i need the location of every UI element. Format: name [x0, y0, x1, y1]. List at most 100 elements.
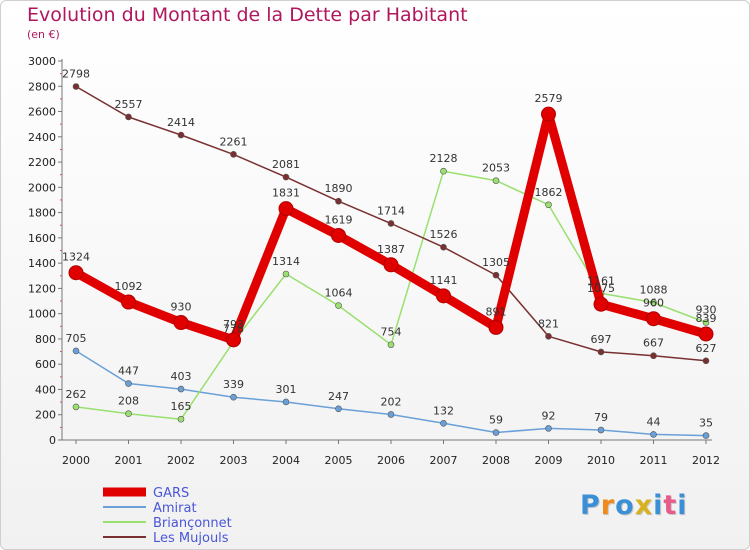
data-point	[121, 294, 136, 310]
data-label: 1890	[325, 182, 353, 195]
data-label: 1714	[377, 204, 405, 217]
data-point	[72, 347, 80, 355]
proxiti-logo: Proxiti	[580, 490, 688, 521]
data-point	[650, 431, 657, 438]
logo-letter: i	[677, 490, 688, 521]
logo-letter: i	[653, 490, 664, 521]
y-tick-label: 1800	[28, 207, 56, 220]
data-point	[335, 405, 342, 413]
data-label: 697	[591, 333, 612, 346]
data-label: 667	[643, 337, 664, 350]
data-point	[331, 227, 346, 243]
x-tick-label: 2004	[272, 454, 300, 467]
chart-subtitle: (en €)	[27, 28, 60, 41]
data-label: 1075	[587, 282, 615, 295]
logo-letter: o	[615, 490, 635, 521]
x-tick-label: 2003	[220, 454, 248, 467]
y-tick-label: 2200	[28, 156, 56, 169]
data-label: 821	[538, 317, 559, 330]
y-tick-label: 1600	[28, 232, 56, 245]
x-tick-label: 2012	[692, 454, 720, 467]
data-point	[702, 432, 710, 439]
data-label: 447	[118, 365, 139, 378]
data-label: 1064	[325, 287, 353, 300]
data-point	[335, 302, 342, 309]
data-label: 1831	[272, 187, 300, 200]
y-tick-label: 2600	[28, 106, 56, 119]
logo-letter: t	[663, 490, 678, 521]
data-point	[383, 257, 399, 273]
data-label: 208	[118, 395, 139, 408]
y-tick-label: 0	[49, 434, 56, 447]
data-point	[436, 288, 451, 304]
data-point	[125, 380, 132, 387]
data-point	[440, 243, 447, 251]
data-label: 2081	[272, 158, 300, 171]
logo-letter: r	[600, 490, 616, 521]
series-line	[75, 350, 707, 437]
x-tick-label: 2006	[377, 454, 405, 467]
legend-item-gars: GARS	[103, 486, 189, 501]
data-label: 1619	[325, 213, 353, 226]
data-point	[72, 403, 80, 411]
data-label: 1092	[115, 280, 143, 293]
chart-title: Evolution du Montant de la Dette par Hab…	[27, 4, 468, 26]
x-tick-label: 2008	[482, 454, 510, 467]
data-label: 403	[171, 370, 192, 383]
series-amirat	[72, 347, 710, 439]
data-label: 202	[381, 395, 402, 408]
data-label: 705	[66, 332, 87, 345]
data-point	[702, 319, 710, 326]
data-label: 891	[486, 305, 507, 318]
data-label: 2557	[115, 98, 143, 111]
data-label: 1526	[430, 228, 458, 241]
data-point	[597, 426, 605, 434]
data-point	[650, 299, 657, 306]
data-point	[492, 177, 500, 184]
data-point	[125, 410, 132, 418]
legend-label: Amirat	[153, 501, 197, 516]
data-label: 1324	[62, 251, 90, 264]
legend-item-brian-onnet: Briançonnet	[103, 516, 232, 531]
y-tick-label: 2800	[28, 80, 56, 93]
data-point	[335, 197, 342, 205]
data-label: 44	[647, 415, 661, 428]
data-point	[545, 201, 552, 209]
series-gars	[68, 106, 714, 348]
y-tick-label: 3000	[28, 55, 56, 68]
data-point	[72, 83, 80, 90]
data-label: 793	[223, 318, 244, 331]
x-tick-label: 2010	[587, 454, 615, 467]
data-point	[488, 319, 504, 335]
data-label: 1862	[535, 186, 563, 199]
data-point	[282, 173, 290, 181]
series-les-mujouls	[72, 83, 710, 365]
data-point	[230, 393, 237, 401]
y-tick-label: 400	[35, 383, 56, 396]
data-label: 930	[171, 301, 192, 314]
data-label: 59	[489, 414, 503, 427]
axes: 0 200 400 600 800 1000 1200 1400 1600 1800 2000 220…	[28, 55, 720, 467]
data-point	[226, 332, 241, 348]
logo-letter: P	[580, 490, 601, 521]
data-point	[125, 113, 132, 121]
data-point	[440, 420, 447, 427]
y-tick-label: 800	[35, 333, 56, 346]
data-point	[492, 429, 500, 436]
data-label: 2579	[535, 92, 563, 105]
data-point	[282, 270, 290, 278]
data-label: 2128	[430, 152, 458, 165]
legend-label: Briançonnet	[153, 516, 232, 531]
data-point	[545, 425, 552, 432]
data-label: 2414	[167, 116, 195, 129]
data-label: 930	[696, 304, 717, 317]
series-layer	[68, 83, 714, 439]
data-label: 1305	[482, 256, 510, 269]
data-label: 1387	[377, 243, 405, 256]
data-point	[650, 352, 657, 360]
data-label: 778	[223, 323, 244, 336]
data-point	[177, 415, 185, 423]
data-label: 1141	[430, 274, 458, 287]
data-point	[440, 167, 447, 175]
data-label: 839	[696, 312, 717, 325]
